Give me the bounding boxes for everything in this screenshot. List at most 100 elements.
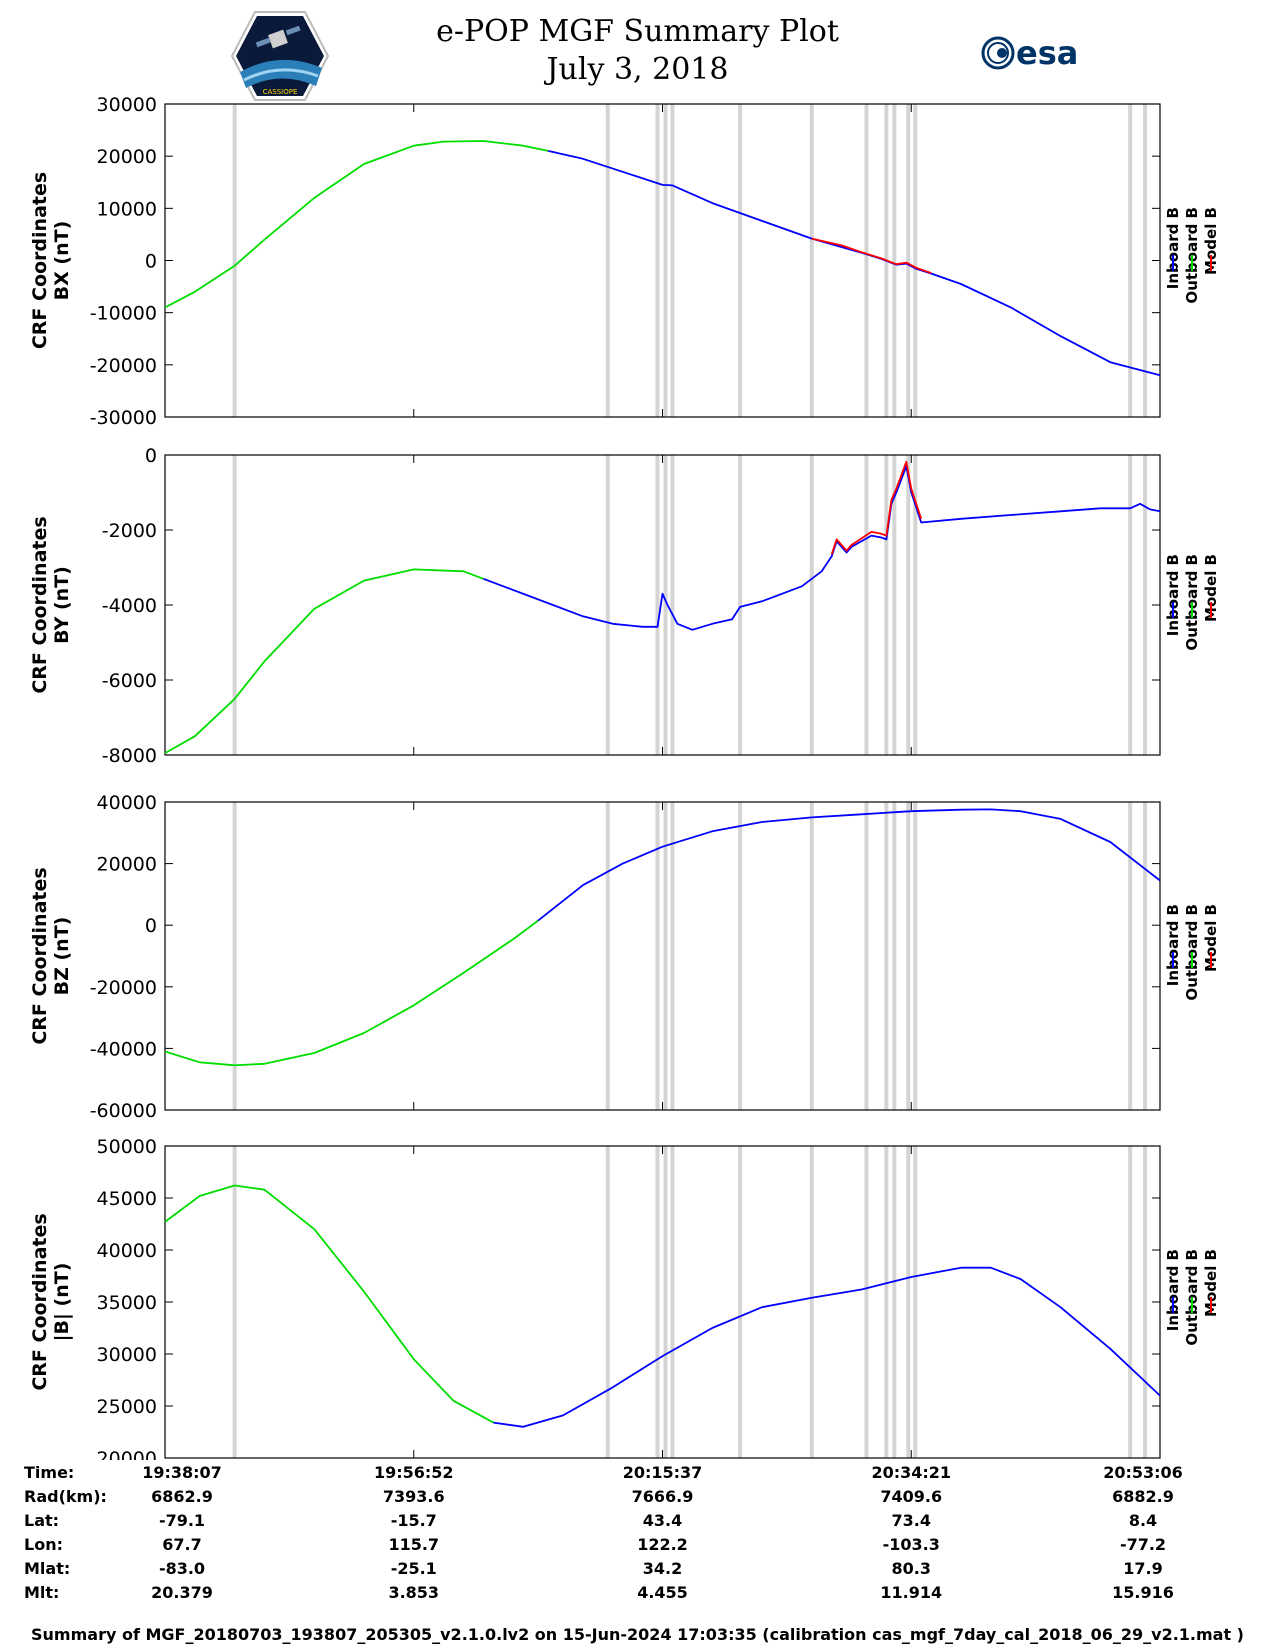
legend-label: Inboard B (1164, 904, 1182, 986)
y-axis-label: |B| (nT) (51, 1263, 73, 1342)
ephemeris-value: 19:38:07 (142, 1463, 222, 1482)
ephemeris-value: -103.3 (882, 1535, 940, 1554)
ephemeris-value: 20:15:37 (622, 1463, 703, 1482)
ephemeris-value: -25.1 (390, 1559, 437, 1578)
ephemeris-value: 19:56:52 (373, 1463, 454, 1482)
chart-panel-2: 0 -2000 -4000 -6000 -8000 CRF Coordinates BY (… (29, 445, 1220, 767)
series-line-model-b (830, 460, 923, 555)
y-tick-label: 30000 (97, 1344, 157, 1366)
legend-label: Model B (1202, 904, 1220, 972)
plot-title: e-POP MGF Summary Plot (436, 14, 839, 49)
y-tick-label: 10000 (97, 198, 157, 220)
y-tick-label: 20000 (97, 1448, 157, 1460)
legend-label: Model B (1202, 207, 1220, 275)
cassiope-logo-text: CASSIOPE (263, 88, 298, 96)
ephemeris-value: -83.0 (158, 1559, 206, 1578)
plot-frame (164, 103, 1161, 418)
ephemeris-value: 4.455 (637, 1583, 688, 1602)
y-tick-label: 40000 (97, 1240, 157, 1262)
ephemeris-value: 7409.6 (880, 1487, 943, 1506)
cassiope-logo: CASSIOPE (230, 11, 330, 101)
y-tick-label: -2000 (102, 520, 157, 542)
y-tick-label: 50000 (97, 1136, 157, 1158)
ephemeris-value: -79.1 (158, 1511, 206, 1530)
y-tick-label: -40000 (90, 1038, 157, 1060)
legend-label: Model B (1202, 1249, 1220, 1317)
legend-label: Model B (1202, 554, 1220, 622)
ephemeris-value: 6862.9 (151, 1487, 213, 1506)
ephemeris-value: 15.916 (1112, 1583, 1174, 1602)
y-axis-label: BZ (nT) (51, 917, 73, 996)
ephemeris-value: 43.4 (642, 1511, 683, 1530)
y-tick-label: -10000 (90, 303, 157, 325)
ephemeris-value: 6882.9 (1112, 1487, 1174, 1506)
y-axis-label: BX (nT) (51, 221, 73, 301)
esa-logo: esa (981, 34, 1078, 72)
ephemeris-row-label: Lat: (24, 1511, 60, 1530)
y-tick-label: -8000 (102, 745, 157, 767)
ephemeris-value: 67.7 (162, 1535, 202, 1554)
ephemeris-value: 20.379 (151, 1583, 213, 1602)
legend-label: Inboard B (1164, 1249, 1182, 1331)
series-line-inboard-b (493, 1266, 1161, 1428)
plot-frame (164, 1145, 1161, 1459)
ephemeris-value: 3.853 (388, 1583, 440, 1602)
ephemeris-value: -15.7 (390, 1511, 437, 1530)
y-tick-label: 0 (145, 445, 157, 467)
ephemeris-value: -77.2 (1119, 1535, 1167, 1554)
y-tick-label: 20000 (97, 146, 157, 168)
ephemeris-row-label: Mlt: (24, 1583, 60, 1602)
y-tick-label: 25000 (97, 1396, 157, 1418)
y-axis-label: BY (nT) (51, 566, 73, 644)
y-tick-label: 0 (145, 915, 157, 937)
y-tick-label: 40000 (97, 792, 157, 814)
ephemeris-row-label: Mlat: (24, 1559, 71, 1578)
chart-panel-3: 40000 20000 0 -20000 -40000 -60000 CRF Coordin… (29, 792, 1220, 1122)
ephemeris-value: 73.4 (891, 1511, 931, 1530)
footer-summary: Summary of MGF_20180703_193807_205305_v2… (31, 1625, 1244, 1644)
y-tick-label: 30000 (97, 94, 157, 116)
ephemeris-value: 7393.6 (382, 1487, 445, 1506)
plot-date: July 3, 2018 (546, 52, 729, 87)
ephemeris-value: 34.2 (642, 1559, 683, 1578)
ephemeris-row-label: Lon: (24, 1535, 63, 1554)
y-tick-label: 0 (145, 251, 157, 273)
y-tick-label: -60000 (90, 1100, 157, 1122)
ephemeris-value: 122.2 (637, 1535, 688, 1554)
y-axis-label: CRF Coordinates (29, 1213, 51, 1390)
ephemeris-value: 7666.9 (631, 1487, 694, 1506)
ephemeris-value: 8.4 (1128, 1511, 1158, 1530)
ephemeris-value: 115.7 (388, 1535, 440, 1554)
ephemeris-table: Time: Rad(km): Lat: Lon: Mlat: Mlt: 19:38:07 68… (0, 1463, 1275, 1613)
y-tick-label: 45000 (97, 1188, 157, 1210)
y-tick-label: -4000 (102, 595, 157, 617)
legend-label: Inboard B (1164, 207, 1182, 289)
ephemeris-value: 20:34:21 (871, 1463, 952, 1482)
ephemeris-value: 17.9 (1123, 1559, 1163, 1578)
y-axis-label: CRF Coordinates (29, 172, 51, 349)
y-tick-label: 35000 (97, 1292, 157, 1314)
plot-frame (164, 801, 1161, 1111)
series-line-outboard-b (164, 1184, 494, 1424)
series-line-outboard-b (164, 140, 549, 309)
ephemeris-row-label: Time: (24, 1463, 75, 1482)
chart-panel-1: 30000 20000 10000 0 -10000 -20000 -30000 CRF Co… (29, 94, 1220, 429)
y-axis-label: CRF Coordinates (29, 516, 51, 693)
series-line-inboard-b (483, 465, 1161, 631)
series-line-inboard-b (547, 150, 1161, 377)
ephemeris-value: 80.3 (891, 1559, 931, 1578)
chart-panel-4: 50000 45000 40000 35000 30000 25000 20000 CRF C… (29, 1136, 1220, 1460)
ephemeris-row-label: Rad(km): (24, 1487, 107, 1506)
y-tick-label: -20000 (90, 355, 157, 377)
esa-logo-text: esa (1016, 34, 1078, 72)
ephemeris-value: 11.914 (880, 1583, 943, 1602)
ephemeris-value: 20:53:06 (1103, 1463, 1183, 1482)
y-tick-label: -20000 (90, 977, 157, 999)
series-line-outboard-b (164, 919, 539, 1067)
series-line-model-b (811, 237, 932, 274)
y-tick-label: 20000 (97, 854, 157, 876)
series-line-outboard-b (164, 568, 484, 754)
y-tick-label: -6000 (102, 670, 157, 692)
plot-frame (164, 454, 1161, 756)
